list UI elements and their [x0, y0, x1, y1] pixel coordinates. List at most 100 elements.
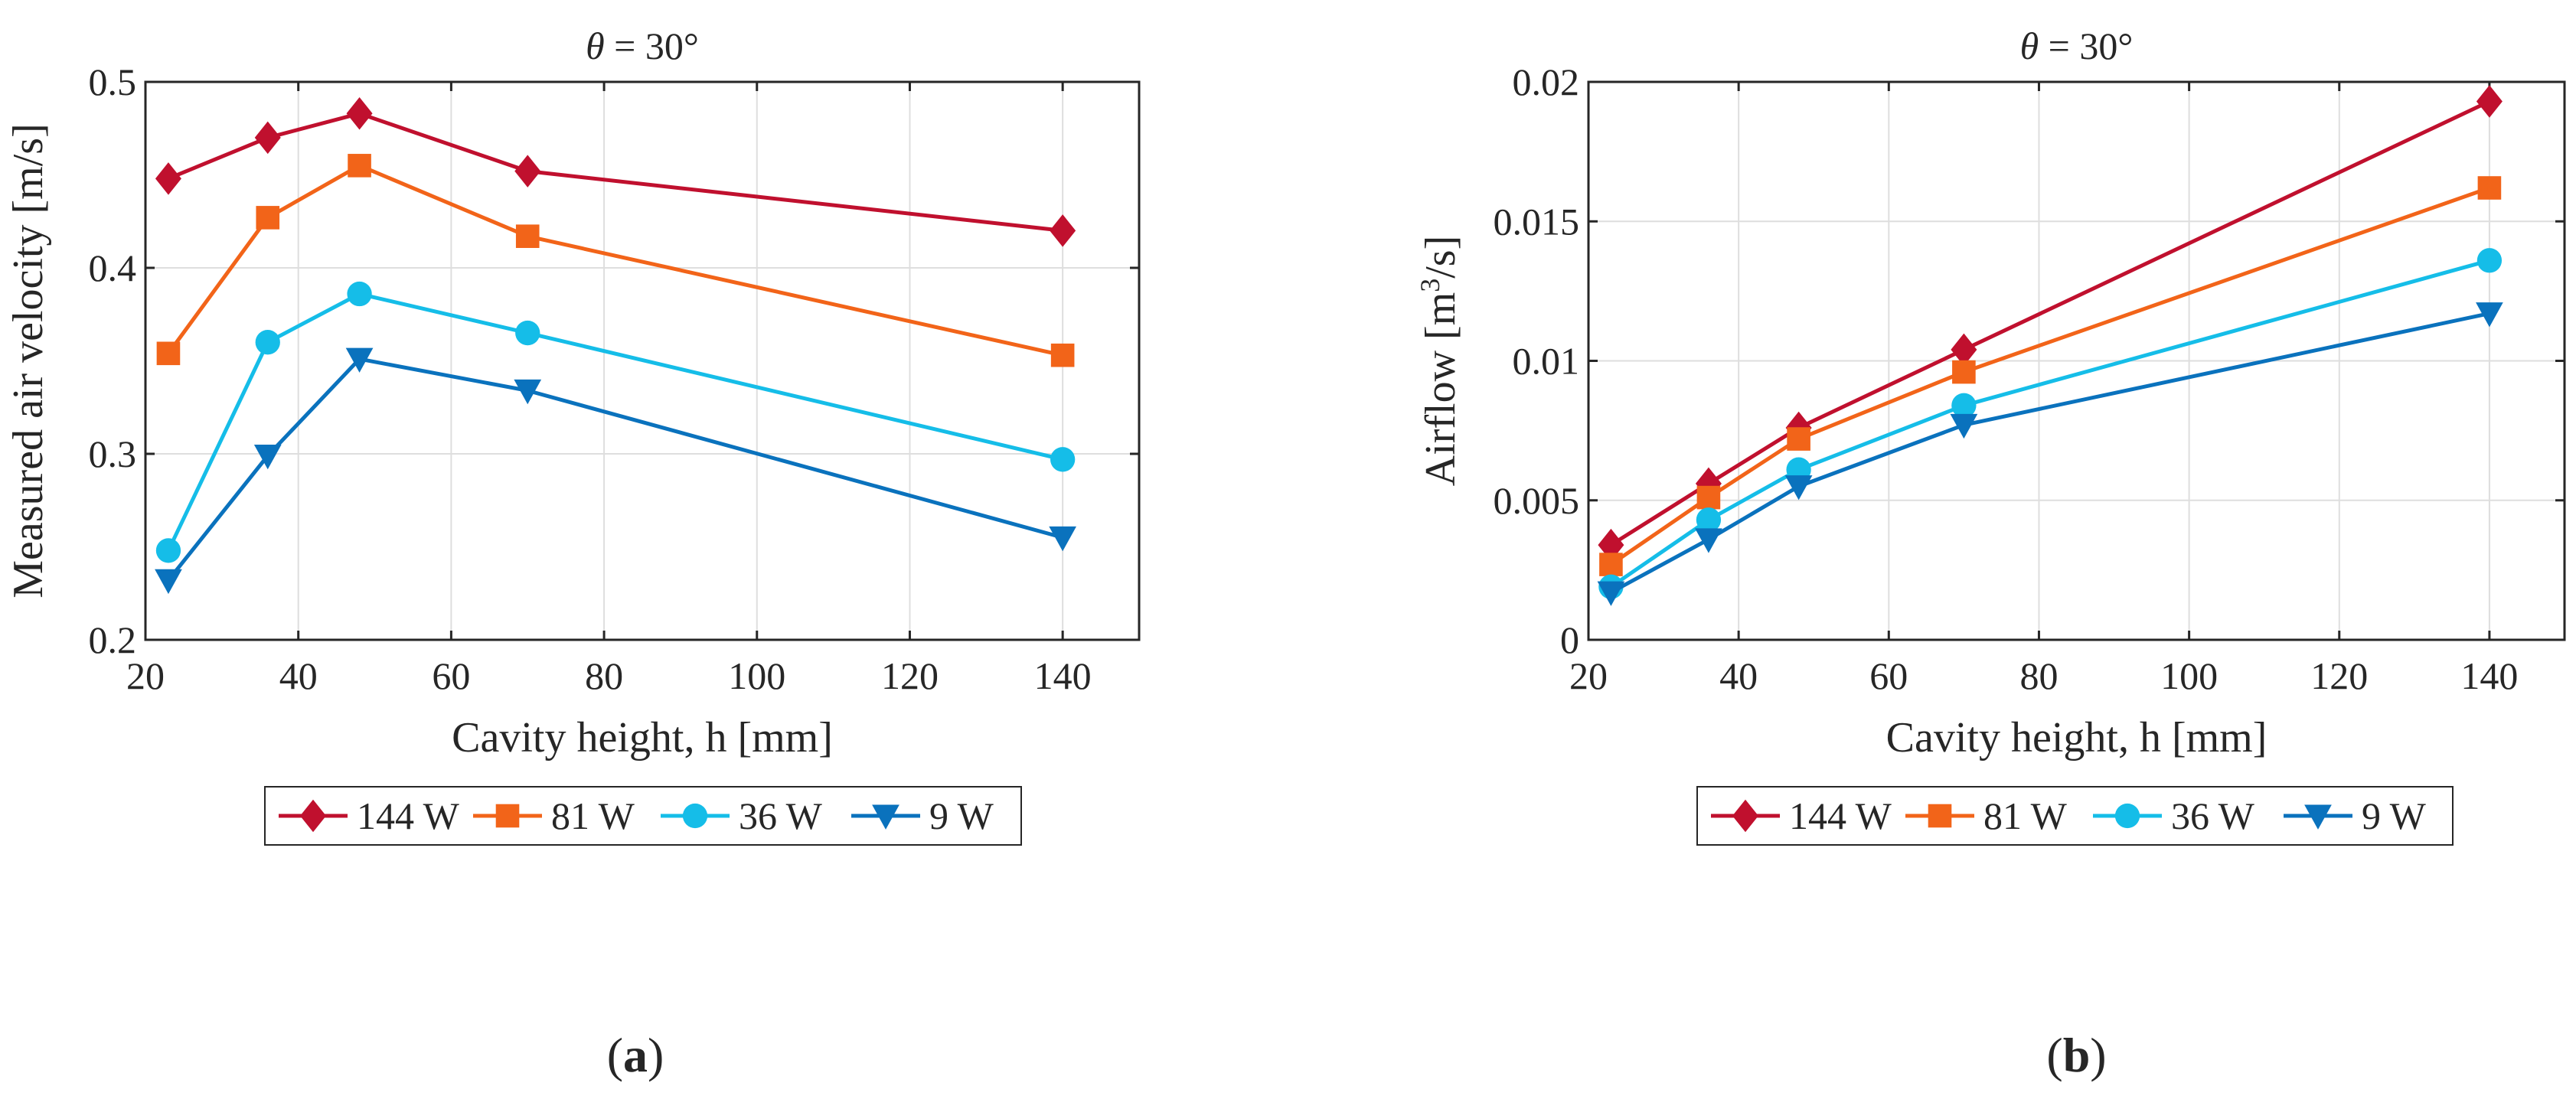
chart-b-grid: [1588, 81, 2565, 641]
chart-a-legend-label: 36 W: [739, 794, 823, 837]
chart-a-series-line-144w: [168, 111, 1063, 233]
chart-a-point-9w: [345, 347, 374, 373]
chart-a-point-144w: [346, 97, 373, 130]
chart-a-x-tick-label: 100: [728, 654, 785, 697]
chart-b-x-tick-label: 20: [1569, 654, 1608, 697]
chart-b-point-36w: [1696, 507, 1722, 533]
chart-a-x-tick-label: 20: [126, 654, 165, 697]
chart-a-title-rest: = 30°: [605, 24, 699, 67]
chart-b: 20 40 60 80 100 120 140 0 0.005 0.01 0.015 0.02 θ =…: [1415, 24, 2566, 1082]
chart-a-series-line-9w: [166, 357, 1063, 582]
chart-b-y-tick-label: 0.02: [1513, 60, 1580, 103]
chart-b-legend: 144 W 81 W 36 W 9 W: [1696, 786, 2454, 846]
chart-b-point-9w: [1784, 475, 1813, 501]
chart-b-point-81w: [2477, 176, 2502, 200]
chart-a-point-144w: [254, 121, 281, 155]
chart-b-legend-marker: [1732, 799, 1758, 833]
chart-b-point-81w: [1787, 427, 1810, 451]
chart-a-legend-marker: [495, 804, 520, 828]
chart-a-ticks: 20 40 60 80 100 120 140 0.2 0.3 0.4 0.5: [89, 60, 1139, 697]
chart-b-caption: (b): [2046, 1028, 2106, 1082]
chart-a-x-tick-label: 140: [1034, 654, 1092, 697]
chart-a-series-line-81w: [166, 163, 1063, 357]
chart-b-legend-label: 36 W: [2171, 794, 2255, 837]
chart-a-point-9w: [253, 444, 282, 470]
chart-a-point-144w: [1050, 214, 1076, 247]
chart-b-y-tick-label: 0.01: [1513, 340, 1580, 383]
chart-a-point-144w: [155, 162, 181, 195]
chart-b-point-9w: [2476, 302, 2503, 328]
chart-b-legend-label: 9 W: [2362, 794, 2427, 837]
chart-b-point-9w: [1695, 528, 1722, 553]
chart-a-legend: 144 W 81 W 36 W 9 W: [264, 786, 1022, 846]
chart-b-x-tick-label: 60: [1869, 654, 1908, 697]
chart-a-y-axis-label: Measured air velocity [m/s]: [5, 123, 52, 598]
chart-a-legend-marker: [682, 803, 708, 829]
chart-b-point-9w: [1950, 413, 1978, 439]
chart-a-point-36w: [1050, 447, 1076, 472]
chart-a-caption-letter: a: [623, 1028, 648, 1082]
chart-b-point-36w: [2476, 248, 2503, 273]
chart-a-point-81w: [1050, 343, 1075, 367]
chart-b-legend-marker: [2114, 803, 2140, 829]
chart-a-point-36w: [255, 330, 280, 355]
chart-a: 20 40 60 80 100 120 140 0.2 0.3 0.4 0.5 θ = 30° Ca…: [5, 24, 1141, 1082]
chart-b-legend-label: 144 W: [1789, 794, 1892, 837]
chart-b-y-tick-label: 0: [1560, 618, 1579, 661]
chart-b-series-line-144w: [1610, 99, 2490, 547]
chart-b-ticks: 20 40 60 80 100 120 140 0 0.005 0.01 0.015 0.02: [1494, 60, 2565, 697]
chart-a-point-9w: [155, 569, 182, 595]
chart-a-x-tick-label: 120: [881, 654, 939, 697]
chart-a-x-axis-label: Cavity height, h [mm]: [452, 714, 833, 761]
chart-b-x-axis-label: Cavity height, h [mm]: [1886, 714, 2267, 761]
chart-a-x-tick-label: 80: [585, 654, 623, 697]
chart-b-y-axis-label: Airflow [m3/s]: [1415, 236, 1464, 487]
chart-a-y-tick-label: 0.2: [89, 618, 137, 661]
chart-a-series-line-36w: [166, 292, 1063, 552]
chart-a-point-36w: [515, 320, 540, 346]
chart-a-x-tick-label: 60: [432, 654, 470, 697]
chart-b-y-label-main: Airflow [m: [1417, 292, 1464, 487]
chart-b-legend-marker: [1928, 804, 1952, 828]
chart-a-point-81w: [348, 154, 371, 178]
chart-b-x-tick-label: 120: [2310, 654, 2368, 697]
chart-b-point-144w: [2476, 85, 2503, 118]
chart-a-y-tick-label: 0.5: [89, 60, 137, 103]
chart-a-point-9w: [1049, 526, 1077, 552]
chart-a-legend-label: 9 W: [929, 794, 994, 837]
chart-b-x-tick-label: 100: [2160, 654, 2218, 697]
chart-b-point-81w: [1952, 360, 1976, 384]
chart-a-legend-label: 81 W: [551, 794, 635, 837]
chart-a-y-tick-label: 0.4: [89, 246, 137, 289]
chart-a-x-tick-label: 40: [279, 654, 318, 697]
chart-a-point-9w: [514, 379, 542, 405]
chart-a-series: [155, 97, 1077, 595]
chart-b-y-label-end: /s]: [1417, 236, 1464, 279]
chart-a-legend-label: 144 W: [357, 794, 460, 837]
chart-b-point-9w: [1597, 581, 1625, 606]
chart-b-series-line-9w: [1610, 311, 2490, 595]
chart-a-point-81w: [256, 206, 280, 230]
chart-a-title: θ = 30°: [586, 24, 699, 67]
chart-b-legend-marker: [2304, 804, 2332, 830]
chart-a-title-symbol: θ: [586, 24, 605, 67]
chart-b-y-label-sup: 3: [1415, 279, 1445, 292]
chart-a-point-36w: [155, 538, 181, 563]
chart-b-title-symbol: θ: [2020, 24, 2039, 67]
chart-b-x-tick-label: 40: [1719, 654, 1758, 697]
chart-a-point-144w: [514, 155, 541, 188]
chart-a-point-81w: [515, 224, 540, 248]
chart-b-point-36w: [1951, 393, 1977, 418]
chart-a-point-36w: [347, 281, 372, 307]
chart-b-series: [1597, 85, 2503, 606]
chart-a-point-81w: [156, 341, 181, 366]
chart-b-y-tick-label: 0.005: [1494, 479, 1580, 522]
chart-b-legend-label: 81 W: [1983, 794, 2068, 837]
chart-b-y-tick-label: 0.015: [1494, 200, 1580, 243]
chart-a-plot-frame: [144, 80, 1141, 641]
chart-a-y-tick-label: 0.3: [89, 432, 137, 475]
chart-b-point-81w: [1696, 485, 1721, 510]
chart-b-x-tick-label: 80: [2019, 654, 2058, 697]
chart-b-title: θ = 30°: [2020, 24, 2134, 67]
chart-b-point-144w: [1951, 333, 1977, 367]
